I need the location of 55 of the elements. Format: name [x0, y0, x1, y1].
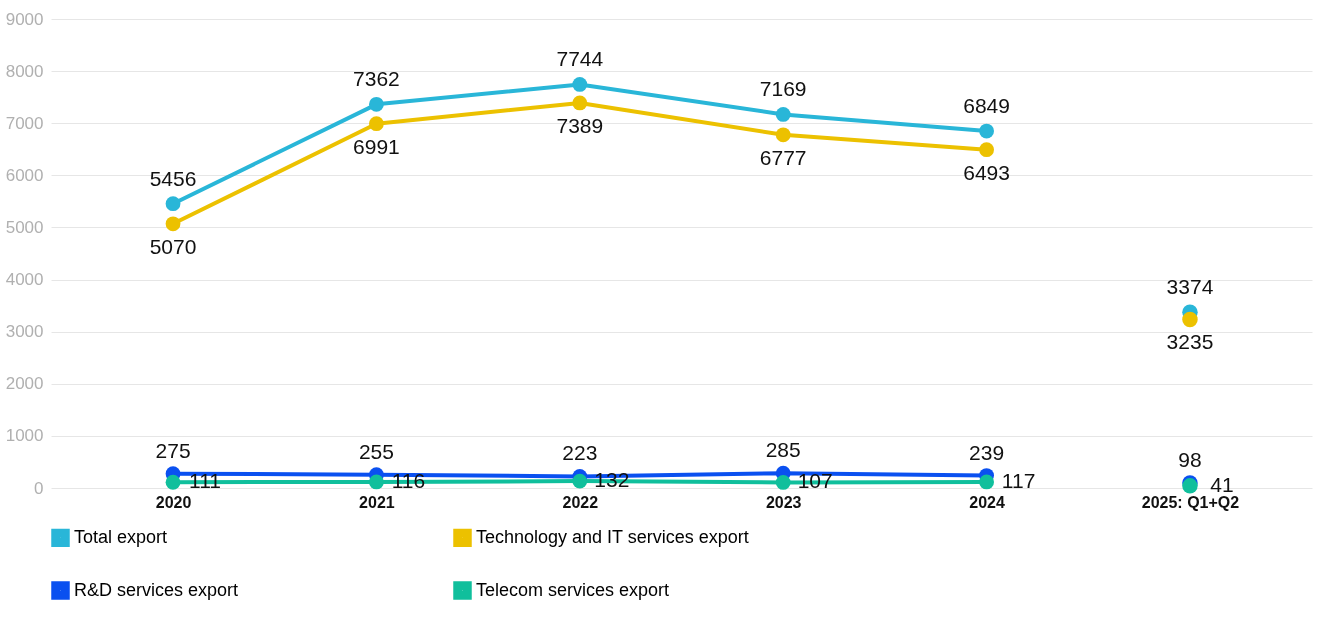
x-tick-label: 2020 [155, 493, 192, 511]
point [979, 474, 994, 490]
point [369, 96, 384, 112]
y-tick-label: 0 [34, 478, 44, 498]
data-label: 275 [155, 438, 191, 462]
y-tick-label: 2000 [5, 374, 44, 394]
point [165, 474, 181, 490]
x-tick-label: 2021 [359, 493, 395, 511]
y-tick-label: 6000 [5, 165, 44, 185]
legend-label: Technology and IT services export [476, 526, 749, 547]
data-label: 3374 [1166, 275, 1214, 299]
data-label: 7389 [556, 113, 604, 137]
point [775, 475, 791, 490]
data-label: 6849 [963, 94, 1010, 118]
data-label: 7169 [759, 77, 807, 101]
data-label: 41 [1210, 472, 1234, 496]
point [369, 474, 384, 490]
data-label: 285 [765, 438, 801, 462]
x-tick-label: 2025: Q1+Q2 [1141, 493, 1240, 511]
point [369, 116, 384, 132]
data-label: 7744 [556, 47, 604, 71]
y-tick-label: 5000 [5, 217, 44, 237]
data-label: 7362 [353, 67, 400, 91]
x-tick-label: 2022 [562, 493, 599, 511]
data-label: 3235 [1166, 330, 1214, 354]
point [979, 123, 994, 139]
point [572, 77, 588, 92]
data-label: 6493 [963, 160, 1010, 184]
data-label: 5456 [149, 166, 197, 190]
y-tick-label: 4000 [5, 270, 44, 290]
legend-label: Telecom services export [476, 579, 670, 600]
y-tick-label: 7000 [5, 113, 44, 133]
point [979, 142, 994, 158]
data-label: 117 [1001, 468, 1036, 492]
point [165, 216, 181, 232]
y-tick-label: 1000 [5, 426, 44, 446]
point [775, 107, 791, 122]
x-tick-label: 2024 [969, 493, 1005, 511]
point [572, 95, 588, 111]
y-tick-label: 9000 [5, 9, 44, 29]
legend-label: Total export [74, 526, 168, 547]
data-label: 6991 [353, 134, 400, 158]
legend-label: R&D services export [74, 579, 239, 600]
data-label: 239 [969, 440, 1005, 464]
data-label: 98 [1178, 447, 1202, 471]
data-label: 255 [358, 439, 394, 463]
point [572, 473, 588, 489]
point [775, 127, 791, 143]
data-label: 5070 [149, 234, 197, 258]
data-label: 6777 [759, 145, 807, 169]
y-tick-label: 3000 [5, 322, 44, 342]
point [165, 196, 181, 212]
x-tick-label: 2023 [765, 493, 802, 511]
y-tick-label: 8000 [5, 61, 44, 81]
data-label: 223 [562, 441, 598, 465]
